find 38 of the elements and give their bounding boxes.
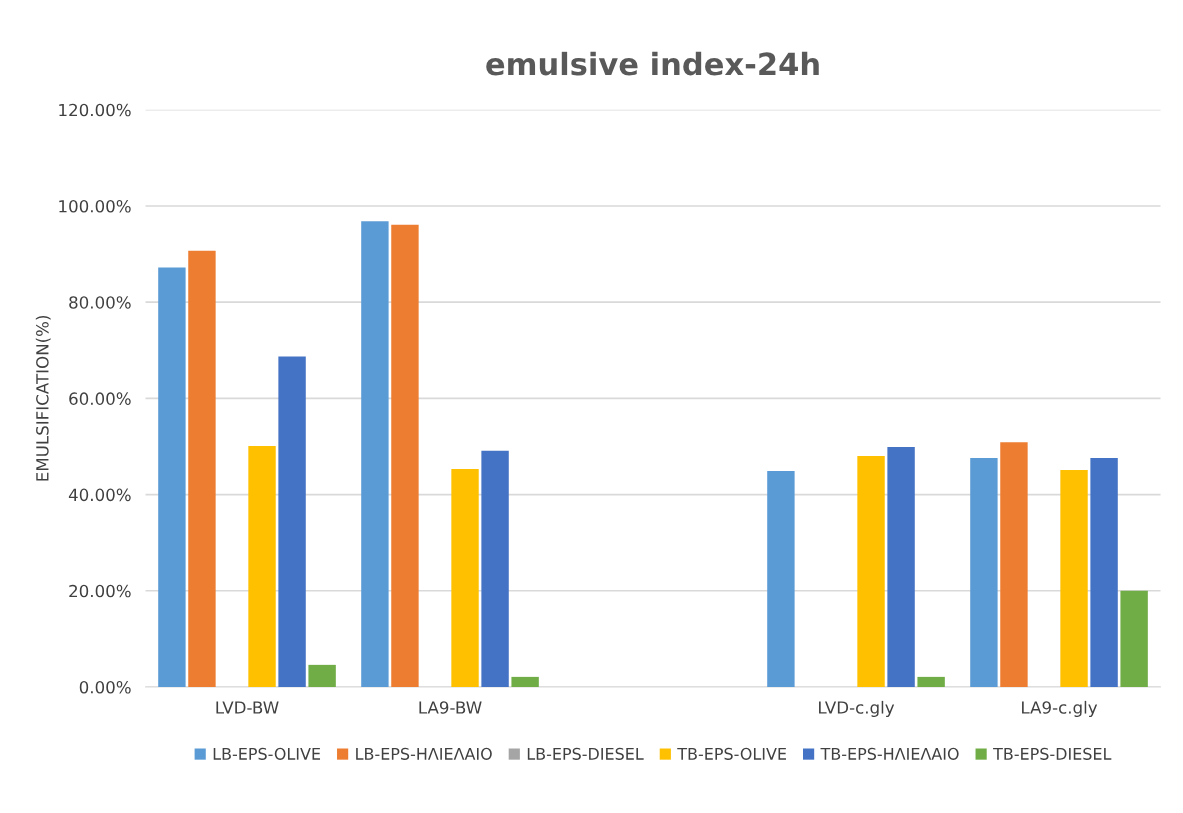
y-tick-label: 100.00%	[59, 199, 131, 213]
bar	[158, 267, 186, 687]
y-tick-label: 60.00%	[69, 392, 131, 405]
y-tick-label: 120.00%	[59, 103, 131, 117]
bar	[1090, 458, 1118, 687]
bar	[451, 469, 479, 687]
bar	[857, 456, 885, 687]
legend-label: LB-EPS-DIESEL	[527, 747, 644, 760]
legend-label: LB-EPS-ΗΛΙΕΛΑΙΟ	[356, 747, 492, 760]
bar	[767, 471, 795, 687]
bar	[917, 676, 945, 687]
bar	[391, 224, 419, 687]
chart-title: emulsive index-24h	[486, 51, 819, 76]
bar	[361, 221, 389, 687]
bar	[1000, 442, 1028, 687]
x-tick-label: LVD-BW	[216, 701, 279, 714]
x-tick-label: LVD-c.gly	[819, 700, 895, 717]
y-tick-label: 80.00%	[69, 296, 131, 309]
legend-label: TB-EPS-DIESEL	[993, 747, 1112, 760]
bar	[511, 676, 539, 687]
x-tick-label: LA9-BW	[419, 701, 482, 714]
bar	[1120, 590, 1148, 687]
bar	[887, 446, 915, 687]
bar	[188, 250, 216, 687]
bar	[248, 445, 276, 687]
legend-label: LB-EPS-OLIVE	[213, 747, 321, 760]
bar	[1060, 470, 1088, 687]
y-axis-title: EMULSIFICATION(%)	[35, 315, 51, 481]
y-tick-label: 40.00%	[68, 488, 131, 502]
legend-label: TB-EPS-ΗΛΙΕΛΑΙΟ	[820, 747, 959, 760]
bar	[308, 664, 336, 687]
legend-label: TB-EPS-OLIVE	[677, 747, 787, 760]
bar	[278, 356, 306, 687]
y-tick-label: 0.00%	[79, 680, 131, 694]
bar	[970, 458, 998, 687]
bar	[481, 450, 509, 687]
y-tick-label: 20.00%	[69, 584, 131, 598]
x-tick-label: LA9-c.gly	[1022, 700, 1098, 717]
